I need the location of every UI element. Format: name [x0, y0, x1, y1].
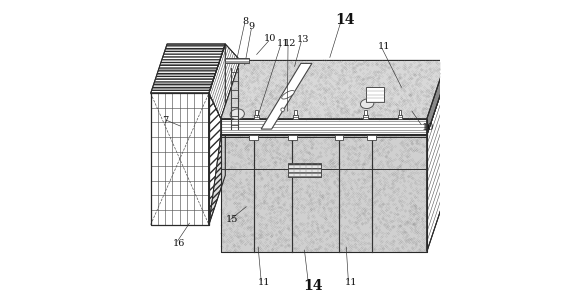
Text: 10: 10 [422, 123, 434, 132]
Polygon shape [221, 135, 427, 251]
Polygon shape [221, 60, 446, 118]
Ellipse shape [282, 91, 294, 99]
Polygon shape [364, 110, 367, 115]
Polygon shape [221, 118, 427, 135]
Polygon shape [288, 164, 321, 177]
Polygon shape [293, 115, 298, 118]
Text: 14: 14 [303, 279, 322, 293]
Polygon shape [363, 115, 368, 118]
Polygon shape [209, 44, 240, 118]
Polygon shape [367, 135, 376, 140]
Text: 11: 11 [378, 42, 391, 51]
Polygon shape [255, 110, 258, 115]
Text: 13: 13 [297, 35, 310, 44]
Polygon shape [365, 87, 384, 102]
Ellipse shape [360, 99, 374, 109]
Text: 11: 11 [258, 278, 270, 287]
Polygon shape [261, 63, 312, 129]
Ellipse shape [230, 109, 244, 119]
Polygon shape [151, 44, 225, 93]
Text: 8: 8 [242, 16, 249, 26]
Polygon shape [335, 135, 343, 140]
Text: 11: 11 [276, 39, 289, 48]
Polygon shape [399, 110, 402, 115]
Polygon shape [294, 110, 297, 115]
Polygon shape [209, 93, 221, 225]
Text: 9: 9 [249, 22, 255, 32]
Text: 7: 7 [162, 116, 168, 124]
Text: 11: 11 [345, 278, 357, 287]
Polygon shape [250, 135, 258, 140]
Text: 15: 15 [226, 215, 239, 224]
Polygon shape [254, 115, 259, 118]
Polygon shape [288, 135, 297, 140]
Polygon shape [398, 115, 402, 118]
Text: 10: 10 [264, 34, 276, 43]
Polygon shape [209, 44, 225, 225]
Polygon shape [225, 58, 249, 63]
Polygon shape [151, 93, 209, 225]
Circle shape [281, 108, 285, 112]
Text: 16: 16 [172, 239, 185, 248]
Polygon shape [427, 60, 446, 135]
Text: 14: 14 [335, 13, 354, 27]
Text: 12: 12 [283, 39, 296, 48]
Polygon shape [427, 77, 446, 251]
